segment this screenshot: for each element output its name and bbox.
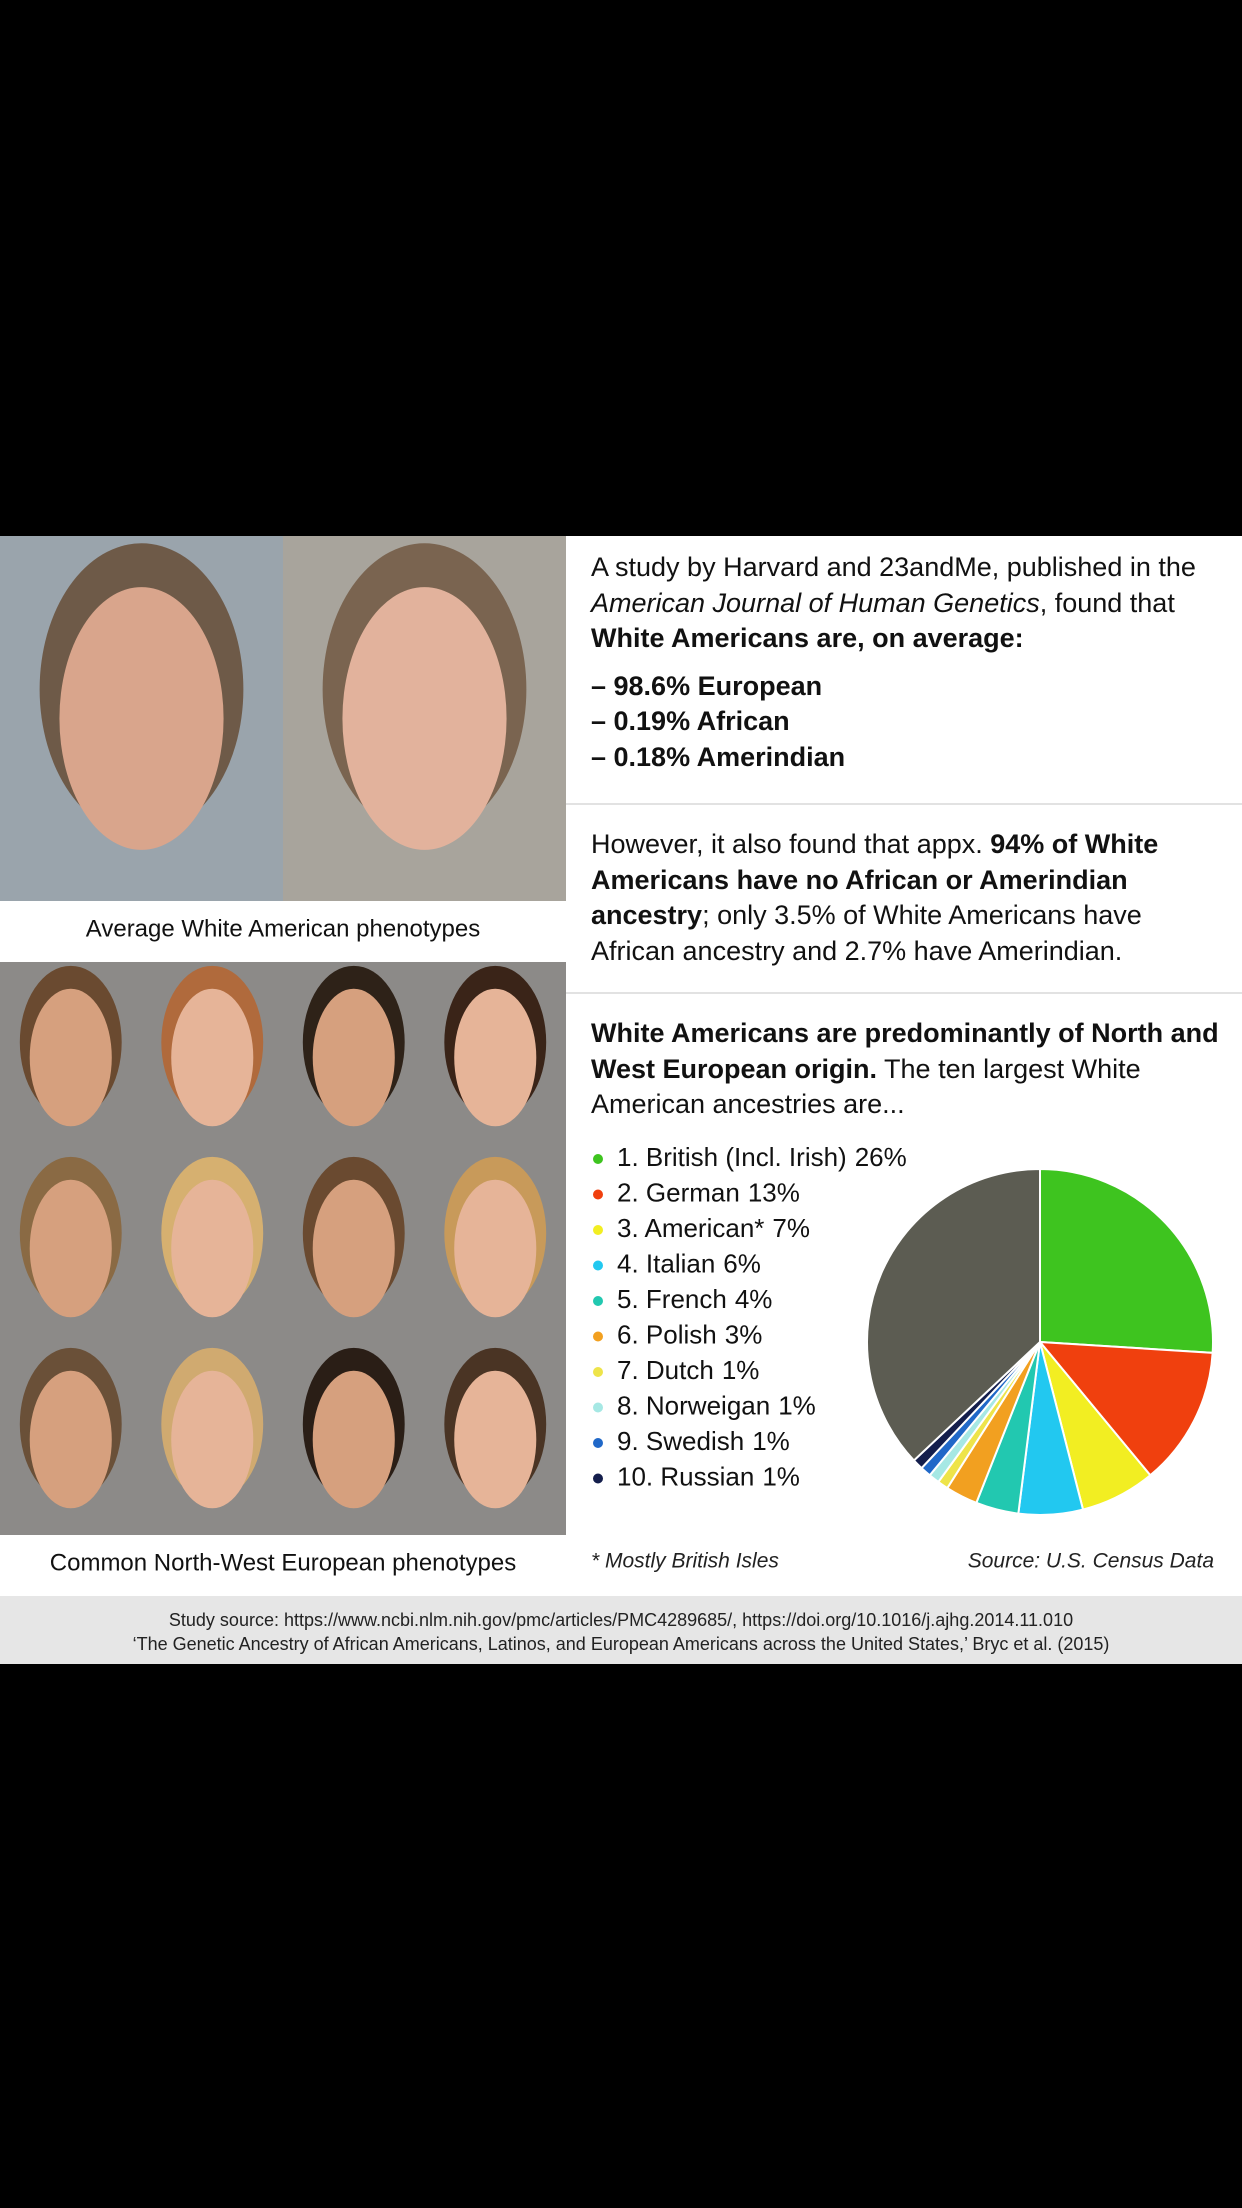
text: , found that — [1039, 587, 1175, 618]
list-item: – 0.18% Amerindian — [591, 741, 846, 772]
photo-face — [454, 1179, 537, 1318]
separator — [566, 803, 1242, 805]
legend-entry: 10. Russian 1% — [617, 1461, 800, 1491]
separator — [566, 992, 1242, 994]
legend-label: 7. Dutch — [617, 1355, 714, 1385]
paragraph: White Americans are predominantly of Nor… — [591, 1016, 1239, 1123]
legend-entry: 6. Polish 3% — [617, 1319, 762, 1349]
pie-chart: 1. British (Incl. Irish) 26% 2. German 13% 3… — [593, 1142, 1215, 1517]
legend-label: 8. Norweigan — [617, 1390, 770, 1420]
legend-bullet — [593, 1367, 603, 1377]
photo-face — [312, 1370, 395, 1509]
source: Source: U.S. Census Data — [968, 1550, 1214, 1573]
legend-bullet — [593, 1154, 603, 1164]
legend-entry: 9. Swedish 1% — [617, 1426, 790, 1456]
legend-entry: 5. French 4% — [617, 1284, 772, 1314]
legend-value: 26% — [855, 1142, 907, 1172]
legend-value: 1% — [778, 1390, 816, 1420]
footnote: * Mostly British Isles — [591, 1550, 779, 1573]
text: However, it also found that appx. — [591, 829, 991, 859]
legend-bullet — [593, 1402, 603, 1413]
photo-face — [171, 988, 254, 1127]
legend-value: 6% — [723, 1248, 761, 1278]
legend-label: 3. American* — [617, 1213, 764, 1243]
pie-slice — [1037, 1340, 1214, 1477]
text: White Americans are, on average: — [591, 623, 1024, 653]
legend-label: 10. Russian — [617, 1461, 754, 1491]
legend-value: 13% — [748, 1177, 800, 1207]
photo-face — [29, 1370, 112, 1509]
caption: Common North-West European phenotypes — [50, 1549, 516, 1576]
paragraph: A study by Harvard and 23andMe, publishe… — [591, 550, 1231, 775]
list: – 98.6% European – 0.19% African – 0.18%… — [591, 669, 1231, 776]
footer-band — [0, 1596, 1242, 1664]
text: A study by Harvard and 23andMe, publishe… — [591, 552, 1196, 582]
photo-face — [171, 1370, 254, 1509]
paragraph: However, it also found that appx. 94% of… — [591, 827, 1231, 969]
photos — [0, 536, 566, 1535]
footer-text: ‘The Genetic Ancestry of African America… — [133, 1634, 1110, 1654]
legend-value: 1% — [762, 1461, 800, 1491]
footer-text: Study source: https://www.ncbi.nlm.nih.g… — [169, 1610, 1073, 1630]
pie-slice — [1039, 1167, 1215, 1354]
legend-bullet — [593, 1331, 603, 1342]
legend-label: 2. German — [617, 1177, 740, 1207]
legend-value: 3% — [725, 1319, 763, 1349]
legend-label: 1. British (Incl. Irish) — [617, 1142, 847, 1172]
legend-label: 5. French — [617, 1284, 727, 1314]
legend-entry: 4. Italian 6% — [617, 1248, 761, 1278]
legend-bullet — [593, 1473, 603, 1484]
text: American Journal of Human Genetics — [591, 587, 1040, 618]
photo-face — [454, 1370, 537, 1509]
photo-face — [29, 988, 112, 1127]
photo-face — [454, 988, 537, 1127]
legend-bullet — [593, 1260, 603, 1271]
legend-value: 4% — [735, 1284, 773, 1314]
legend-entry: 2. German 13% — [617, 1177, 800, 1207]
pie-slice — [865, 1167, 1041, 1462]
legend-bullet — [593, 1438, 603, 1448]
photo-face — [171, 1179, 254, 1318]
legend-label: 9. Swedish — [617, 1426, 744, 1456]
photo-face — [312, 988, 395, 1127]
legend-entry: 8. Norweigan 1% — [617, 1390, 816, 1420]
photo-face — [29, 1179, 112, 1318]
text: 94% of White Americans have no African o… — [591, 829, 1159, 930]
legend-bullet — [593, 1225, 603, 1235]
photo-face — [59, 587, 224, 850]
legend-bullet — [593, 1189, 603, 1200]
text: ; only 3.5% of White Americans have Afri… — [591, 900, 1142, 966]
legend-label: 4. Italian — [617, 1248, 715, 1278]
photo-face — [312, 1179, 395, 1318]
legend-entry: 7. Dutch 1% — [617, 1355, 759, 1385]
legend-value: 1% — [722, 1355, 760, 1385]
legend-entry: 3. American* 7% — [617, 1213, 810, 1243]
legend-bullet — [593, 1296, 603, 1306]
list-item: – 0.19% African — [591, 706, 790, 736]
text: White Americans are predominantly of Nor… — [591, 1018, 1219, 1084]
text: The ten largest White American ancestrie… — [591, 1053, 1141, 1120]
list-item: – 98.6% European — [591, 670, 823, 701]
legend-label: 6. Polish — [617, 1319, 717, 1349]
legend-entry: 1. British (Incl. Irish) 26% — [617, 1142, 907, 1172]
legend-value: 7% — [772, 1213, 810, 1243]
legend-value: 1% — [752, 1426, 790, 1456]
photo-face — [342, 587, 507, 850]
caption: Average White American phenotypes — [86, 915, 480, 942]
